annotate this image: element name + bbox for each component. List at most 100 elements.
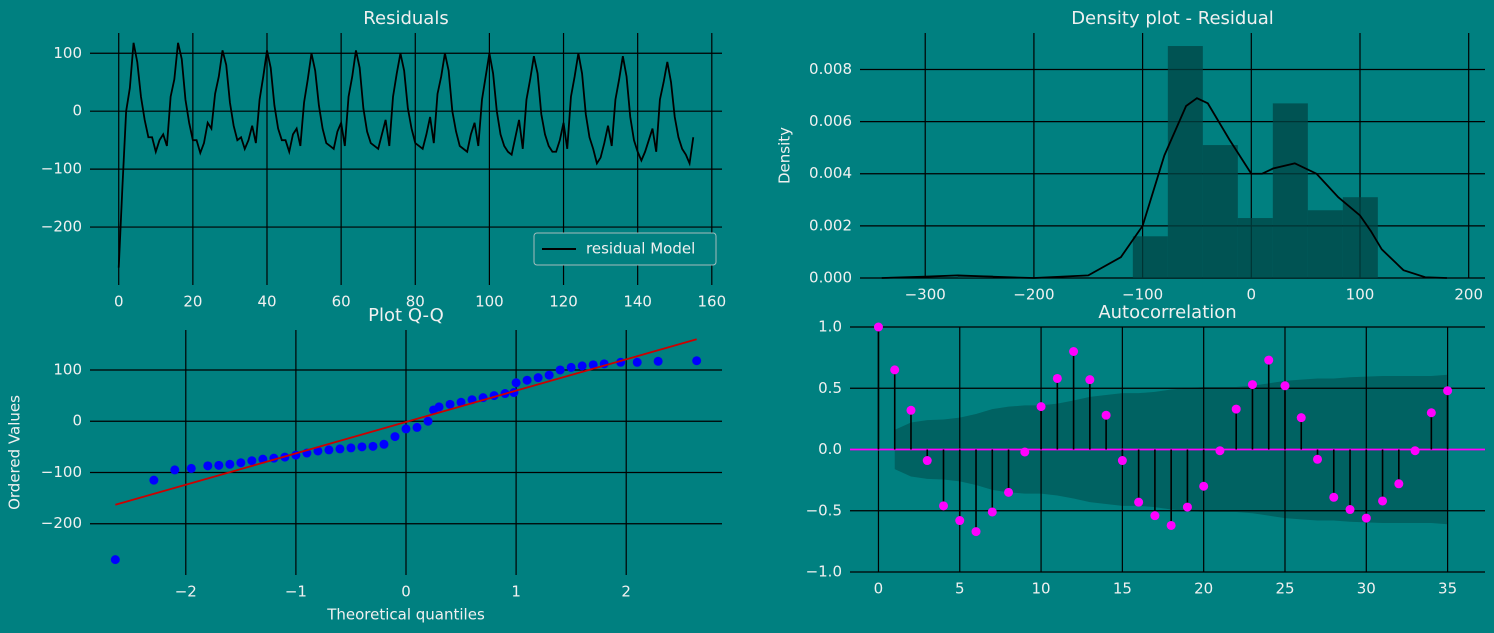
x-tick-label: 100 [1346,286,1375,304]
y-tick-label: 0.002 [809,216,852,234]
point [225,459,235,469]
stem-marker [1166,520,1176,530]
point [313,446,323,456]
x-tick-label: 10 [1032,580,1051,598]
histogram-bar [1237,218,1273,278]
chart-title: Plot Q-Q [368,305,444,326]
x-tick-label: 1 [511,583,521,601]
line [117,42,695,268]
x-tick-label: 40 [257,293,276,311]
x-tick-label: 120 [549,293,578,311]
histogram-bar [1272,103,1308,278]
stem-marker [873,322,883,332]
histogram-bar [1202,145,1238,278]
stem-marker [1020,447,1030,457]
point [533,373,543,383]
point [214,460,224,470]
stem-marker [1329,492,1339,502]
x-tick-label: 2 [621,583,631,601]
y-axis-label: Ordered Values [6,395,24,510]
y-tick-label: 0.004 [809,164,852,182]
point [653,356,663,366]
stem-marker [1134,497,1144,507]
stem-marker [1069,347,1079,356]
stem-marker [1182,502,1192,512]
point [335,444,345,454]
y-tick-label: −100 [41,463,82,481]
histogram-bar [1307,210,1343,278]
x-tick-label: −100 [1122,286,1163,304]
point [247,456,257,466]
chart-title: Density plot - Residual [1071,8,1274,29]
stem-marker [955,516,965,526]
point [412,422,422,432]
point [236,458,246,468]
point [110,555,120,565]
y-tick-label: 1.0 [818,318,842,336]
point [423,416,433,426]
point [555,365,565,375]
point [203,461,213,471]
y-tick-label: 0 [72,102,82,120]
y-tick-label: −200 [41,514,82,532]
stem-marker [1394,479,1404,489]
stem-marker [1117,456,1127,466]
x-tick-label: 0 [874,580,884,598]
y-axis-label: Density [776,127,794,184]
y-tick-label: −0.5 [806,501,842,519]
x-tick-label: 100 [475,293,504,311]
point [346,443,356,453]
point [692,356,702,366]
stem-marker [1004,487,1014,497]
y-tick-label: −100 [41,160,82,178]
stem-marker [1378,496,1388,506]
stem-marker [1215,446,1225,456]
stem-marker [1296,413,1306,423]
chart-title: Autocorrelation [1098,302,1236,323]
x-tick-label: 5 [955,580,965,598]
y-tick-label: 100 [53,44,82,62]
x-tick-label: −300 [905,286,946,304]
stem-marker [1052,373,1062,383]
x-axis-label: Theoretical quantiles [326,606,485,624]
stem-marker [1150,511,1160,521]
histogram-bar [1132,236,1168,278]
fit-line [115,338,697,506]
y-tick-label: −200 [41,218,82,236]
point [357,442,367,452]
y-tick-label: 0.5 [818,379,842,397]
x-tick-label: 25 [1275,580,1294,598]
point [544,370,554,380]
x-tick-label: 80 [406,293,425,311]
stem-marker [1410,446,1420,456]
x-tick-label: −1 [285,583,307,601]
point [368,441,378,451]
x-tick-label: 20 [183,293,202,311]
stem-marker [939,501,949,511]
x-tick-label: −2 [175,583,197,601]
stem-marker [906,405,916,415]
legend-box [533,232,717,266]
stem-marker [1036,402,1046,412]
chart-title: Residuals [363,8,448,29]
point [511,378,521,388]
x-tick-label: 200 [1454,286,1483,304]
legend-label: residual Model [586,240,695,258]
x-tick-label: 20 [1194,580,1213,598]
x-tick-label: 140 [623,293,652,311]
x-tick-label: 35 [1438,580,1457,598]
point [401,424,411,434]
stem-marker [1345,505,1355,515]
x-tick-label: 0 [1247,286,1257,304]
point [170,465,180,475]
stem-marker [1280,381,1290,391]
y-tick-label: −1.0 [806,563,842,581]
stem-marker [987,507,997,517]
x-tick-label: 60 [332,293,351,311]
x-tick-label: 30 [1357,580,1376,598]
histogram-bar [1167,46,1203,278]
x-tick-label: −200 [1013,286,1054,304]
point [379,439,389,449]
y-tick-label: 0.0 [818,440,842,458]
